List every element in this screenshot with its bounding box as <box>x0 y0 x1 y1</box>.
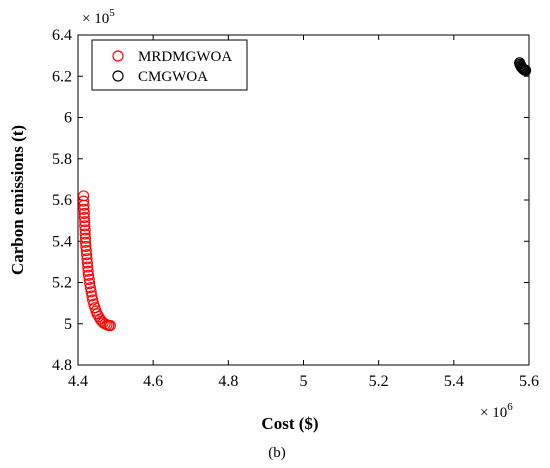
data-point-mrdmgwoa <box>79 220 91 232</box>
data-point-mrdmgwoa <box>84 282 96 294</box>
series-cmgwoa <box>514 57 532 77</box>
x-tick-label: 5 <box>300 373 308 390</box>
data-point-mrdmgwoa <box>78 195 90 207</box>
data-point-mrdmgwoa <box>82 269 95 281</box>
data-point-mrdmgwoa <box>79 224 91 236</box>
x-axis-title: Cost ($) <box>261 414 318 433</box>
data-point-mrdmgwoa <box>85 286 97 298</box>
data-point-mrdmgwoa <box>79 216 91 228</box>
data-point-mrdmgwoa <box>83 273 95 285</box>
y-axis: 4.8 5 5.2 5.4 5.6 5.8 6 6.2 6.4 <box>52 27 529 374</box>
data-point-mrdmgwoa <box>78 203 90 215</box>
y-tick-label: 4.8 <box>52 357 72 374</box>
data-point-mrdmgwoa <box>81 253 93 265</box>
x-tick-label: 4.6 <box>143 373 163 390</box>
data-point-cmgwoa <box>517 63 529 75</box>
legend-box <box>91 39 248 91</box>
data-point-cmgwoa <box>516 62 528 74</box>
data-point-mrdmgwoa <box>80 244 92 257</box>
y-axis-exponent: × 105 <box>82 7 115 27</box>
data-point-mrdmgwoa <box>82 261 94 273</box>
data-point-mrdmgwoa <box>104 320 116 332</box>
legend-marker-cmgwoa <box>112 70 124 82</box>
data-point-mrdmgwoa <box>78 207 90 219</box>
y-tick-label: 6.2 <box>52 68 72 85</box>
y-tick-label: 6.4 <box>52 27 72 44</box>
series-mrdmgwoa <box>78 190 116 332</box>
x-tick-label: 5.4 <box>444 373 464 390</box>
x-tick-label: 4.4 <box>68 373 88 390</box>
x-axis-exponent: × 106 <box>480 401 513 421</box>
legend-marker-mrdmgwoa <box>112 50 124 62</box>
series-layer <box>78 57 532 332</box>
y-tick-label: 5.2 <box>52 275 72 292</box>
data-point-mrdmgwoa <box>81 249 93 261</box>
y-tick-label: 6 <box>64 110 72 127</box>
x-tick-label: 4.8 <box>218 373 238 390</box>
data-point-mrdmgwoa <box>84 277 96 290</box>
x-tick-label: 5.2 <box>369 373 389 390</box>
legend: MRDMGWOA CMGWOA <box>91 39 248 91</box>
data-point-mrdmgwoa <box>79 232 92 244</box>
legend-label-mrdmgwoa: MRDMGWOA <box>138 49 232 65</box>
y-tick-label: 5.8 <box>52 151 72 168</box>
data-point-mrdmgwoa <box>79 228 91 240</box>
data-point-mrdmgwoa <box>80 240 92 252</box>
y-axis-title: Carbon emissions (t) <box>8 125 27 275</box>
data-point-cmgwoa <box>517 62 529 74</box>
x-tick-label: 5.6 <box>519 373 539 390</box>
figure-caption: (b) <box>268 445 286 461</box>
data-point-mrdmgwoa <box>78 199 90 211</box>
y-tick-label: 5.6 <box>52 192 72 209</box>
y-tick-label: 5.4 <box>52 233 72 250</box>
data-point-cmgwoa <box>520 64 532 77</box>
data-point-mrdmgwoa <box>82 265 94 277</box>
data-point-mrdmgwoa <box>78 190 90 202</box>
data-point-mrdmgwoa <box>87 294 99 306</box>
x-axis: 4.4 4.6 4.8 5 5.2 5.4 5.6 <box>68 35 539 390</box>
data-point-mrdmgwoa <box>81 257 93 269</box>
y-tick-label: 5 <box>64 316 72 333</box>
data-point-mrdmgwoa <box>78 211 90 224</box>
data-point-mrdmgwoa <box>86 290 98 302</box>
legend-label-cmgwoa: CMGWOA <box>138 69 208 85</box>
data-point-mrdmgwoa <box>79 236 92 248</box>
